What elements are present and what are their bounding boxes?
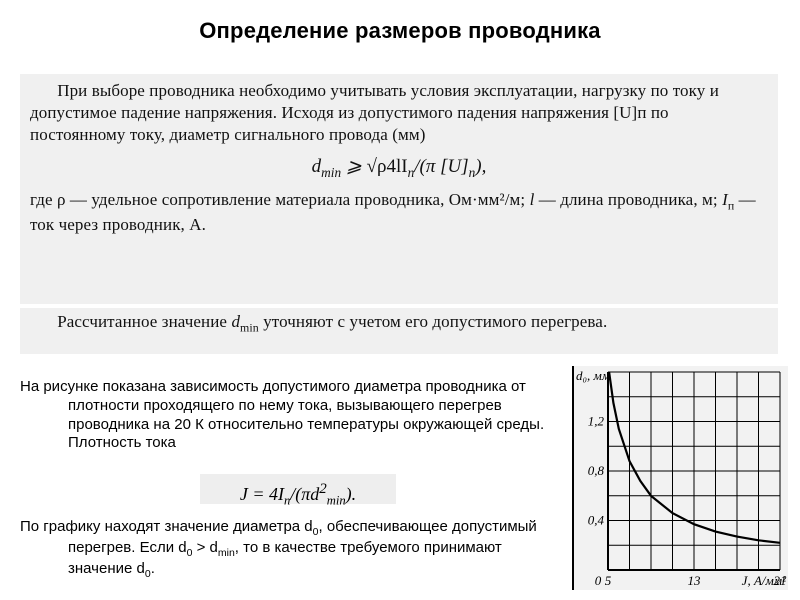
formula-dmin: dmin ⩾ √ρ4lIп/(π [U]п), bbox=[30, 145, 768, 189]
svg-text:d₀, мм: d₀, мм bbox=[576, 368, 610, 383]
svg-text:J, А/мм²: J, А/мм² bbox=[742, 573, 787, 588]
svg-text:1,2: 1,2 bbox=[588, 414, 605, 429]
slide-title: Определение размеров проводника bbox=[0, 18, 800, 44]
graph-usage-paragraph: По графику находят значение диаметра d0,… bbox=[20, 518, 560, 581]
chart-svg: 0,40,81,2d₀, мм051321J, А/мм² bbox=[574, 366, 788, 590]
formula-j: J = 4Iп/(πd2min). bbox=[200, 474, 396, 504]
figure-description: На рисунке показана зависимость допустим… bbox=[20, 378, 560, 453]
svg-text:5: 5 bbox=[605, 573, 612, 588]
svg-text:0,4: 0,4 bbox=[588, 513, 605, 528]
svg-text:0: 0 bbox=[595, 573, 602, 588]
clarify-paragraph: Рассчитанное значение dmin уточняют с уч… bbox=[30, 311, 768, 336]
scan-block-2: Рассчитанное значение dmin уточняют с уч… bbox=[20, 308, 778, 354]
lower-narrative-1: На рисунке показана зависимость допустим… bbox=[20, 378, 560, 461]
intro-paragraph: При выборе проводника необходимо учитыва… bbox=[30, 80, 768, 145]
symbols-legend: где ρ — удельное сопротивление материала… bbox=[30, 189, 768, 235]
svg-text:13: 13 bbox=[688, 573, 702, 588]
svg-text:0,8: 0,8 bbox=[588, 463, 605, 478]
d0-vs-j-chart: 0,40,81,2d₀, мм051321J, А/мм² bbox=[572, 366, 788, 590]
scan-block-1: При выборе проводника необходимо учитыва… bbox=[20, 74, 778, 304]
lower-narrative-2: По графику находят значение диаметра d0,… bbox=[20, 518, 560, 581]
